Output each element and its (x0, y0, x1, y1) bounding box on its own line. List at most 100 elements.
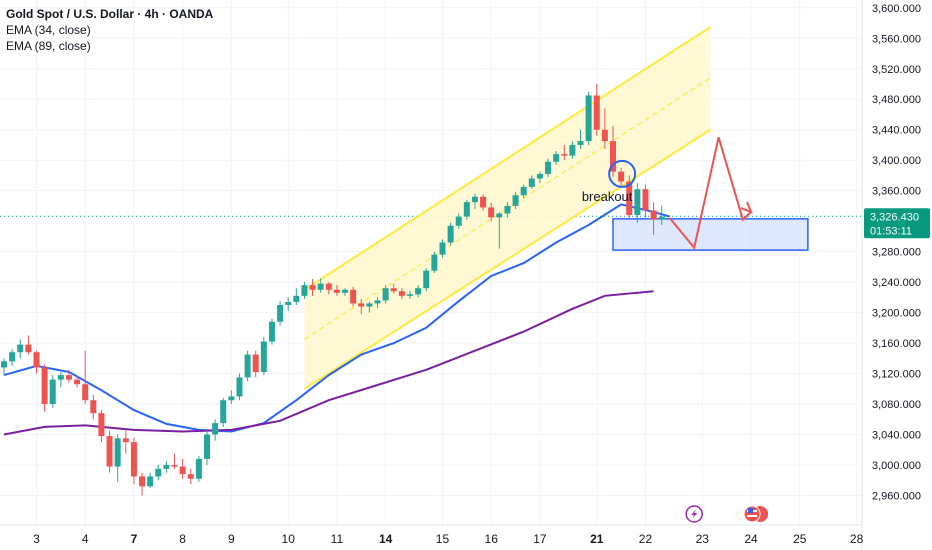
candle-body (415, 288, 422, 295)
x-tick-label: 14 (379, 532, 393, 546)
projection-path (669, 137, 752, 251)
candle-body (195, 458, 202, 479)
candle-body (212, 423, 219, 435)
candle-body (342, 289, 349, 293)
flag-canton (748, 508, 754, 513)
chart-legend: Gold Spot / U.S. Dollar · 4h · OANDA EMA… (6, 6, 213, 54)
candle-body (236, 377, 243, 397)
candle-body (106, 436, 113, 467)
support-zone-box (612, 218, 809, 251)
time-axis: 3 4 7 8 9 10 11 14 15 16 17 21 22 23 24 25 28 (0, 524, 864, 546)
ema34-legend: EMA (34, close) (6, 23, 91, 37)
candle-body (601, 129, 608, 142)
x-tick-label: 9 (228, 532, 235, 546)
y-tick-label: 3,120.000 (872, 369, 921, 381)
flag-stripe (747, 515, 758, 517)
candle-body (90, 400, 97, 414)
x-tick-label: 25 (793, 532, 807, 546)
candle-body (398, 291, 405, 296)
y-tick-label: 3,440.000 (872, 125, 921, 137)
y-tick-label: 3,240.000 (872, 277, 921, 289)
x-tick-label: 24 (744, 532, 758, 546)
candle-body (82, 384, 89, 401)
candle-body (658, 216, 665, 220)
candle-body (33, 352, 40, 368)
x-tick-label: 23 (696, 532, 710, 546)
x-tick-label: 22 (639, 532, 653, 546)
y-tick-label: 3,520.000 (872, 64, 921, 76)
candle-body (122, 438, 129, 443)
candle-body (114, 438, 121, 467)
candle-body (463, 202, 470, 217)
candle-body (480, 196, 487, 208)
candle-body (350, 289, 357, 304)
breakout-annotation: breakout (582, 159, 637, 204)
breakout-circle (608, 159, 637, 188)
candle-body (325, 283, 332, 290)
y-tick-label: 3,400.000 (872, 155, 921, 167)
candle-body (358, 303, 365, 307)
candle-body (512, 195, 519, 206)
candle-body (333, 289, 340, 293)
projection-arrowhead (740, 201, 753, 214)
candle-body (618, 171, 625, 182)
candle-body (455, 216, 462, 226)
channel-upper-line (303, 26, 711, 291)
candle-body (545, 161, 552, 174)
candle-body (309, 285, 316, 290)
candle-body (1, 361, 7, 368)
y-tick-label: 3,000.000 (872, 460, 921, 472)
candle-body (25, 344, 32, 353)
y-tick-label: 3,080.000 (872, 399, 921, 411)
candle-body (423, 270, 430, 289)
lightning-glyph (691, 509, 698, 519)
candle-body (520, 186, 527, 196)
candle-body (268, 321, 275, 342)
x-tick-label: 17 (533, 532, 547, 546)
candle-body (179, 466, 186, 475)
y-tick-label: 3,160.000 (872, 338, 921, 350)
candle-body (374, 300, 381, 304)
x-tick-label: 4 (82, 532, 89, 546)
candlesticks (1, 84, 665, 496)
y-tick-label: 3,560.000 (872, 33, 921, 45)
last-price-tag (864, 208, 930, 239)
candle-body (155, 468, 162, 477)
candle-body (244, 354, 251, 378)
x-tick-label: 8 (179, 532, 186, 546)
candle-body (569, 144, 576, 156)
candle-body (439, 242, 446, 255)
y-tick-label: 2,960.000 (872, 490, 921, 502)
candle-body (366, 303, 373, 307)
x-tick-label: 10 (282, 532, 296, 546)
candle-body (561, 154, 568, 156)
y-tick-label: 3,040.000 (872, 430, 921, 442)
candle-body (528, 178, 535, 187)
x-tick-label: 11 (331, 532, 344, 546)
candle-body (57, 375, 64, 380)
candle-body (317, 283, 324, 290)
candle-body (488, 207, 495, 218)
candle-body (301, 285, 308, 296)
candle-body (17, 344, 24, 353)
candle-body (49, 379, 56, 405)
candle-body (65, 375, 72, 380)
projection-arrow (669, 137, 753, 251)
candle-body (626, 181, 633, 216)
channel-lower-line (303, 128, 711, 390)
candle-body (593, 95, 600, 130)
candle-body (407, 294, 413, 296)
candle-body (74, 379, 81, 385)
ema34-line (3, 203, 671, 433)
candle-body (431, 254, 438, 271)
price-axis: 2,960.000 3,000.000 3,040.000 3,080.000 3,12… (861, 0, 930, 550)
x-tick-label: 3 (33, 532, 40, 546)
x-tick-label: 7 (131, 532, 138, 546)
event-icons (685, 505, 769, 523)
candle-body (204, 434, 210, 459)
candle-body (147, 476, 154, 487)
symbol-title: Gold Spot / U.S. Dollar · 4h · OANDA (6, 7, 214, 21)
x-tick-label: 28 (850, 532, 864, 546)
candle-body (171, 465, 178, 467)
